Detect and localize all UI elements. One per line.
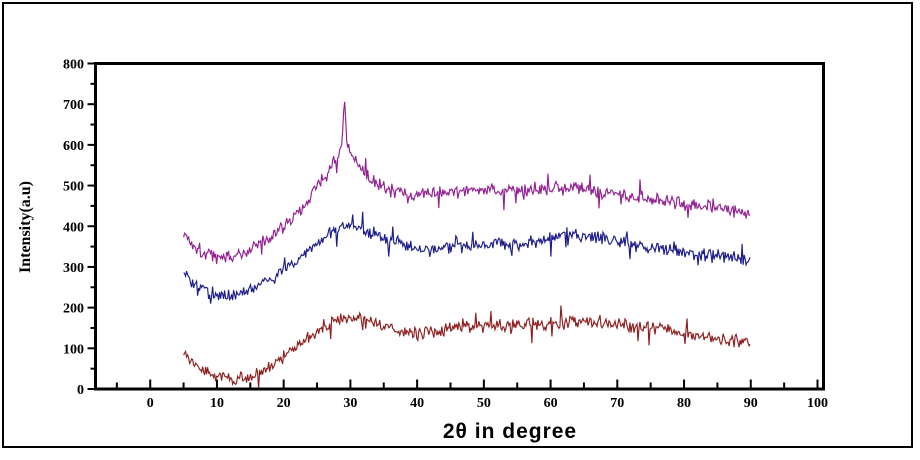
y-tick-label: 100 [63,342,84,357]
axis-ticks [87,62,819,390]
x-tick-label: 30 [343,396,357,411]
x-tick-label: 40 [410,396,424,411]
x-tick-label: 80 [677,396,691,411]
x-tick-label: 100 [807,396,828,411]
plot-box [94,62,825,391]
y-tick-label: 600 [63,139,84,154]
pattern-top-magenta [183,101,751,265]
y-tick-label: 700 [63,98,84,113]
y-tick-label: 400 [63,220,84,235]
pattern-middle-blue [183,211,751,304]
x-tick-label: 10 [210,396,224,411]
y-tick-label: 500 [63,180,84,195]
y-tick-label: 300 [63,261,84,276]
axis-tick-labels: 0 10 20 30 40 50 60 70 80 90 100 0 100 200 300 400 500 60… [63,58,828,412]
x-axis-title: 2θ in degree [443,420,577,443]
y-tick-label: 0 [77,383,84,398]
y-tick-label: 200 [63,302,84,317]
x-tick-label: 70 [610,396,624,411]
x-tick-label: 0 [147,396,154,411]
x-tick-label: 60 [544,396,558,411]
y-axis-title: Intensity(a.u) [17,181,34,273]
x-tick-label: 50 [477,396,491,411]
figure-border [2,2,913,448]
curves [183,101,751,388]
x-tick-label: 90 [744,396,758,411]
y-tick-label: 800 [63,58,84,73]
x-tick-label: 20 [277,396,291,411]
pattern-bottom-darkred [183,305,751,388]
